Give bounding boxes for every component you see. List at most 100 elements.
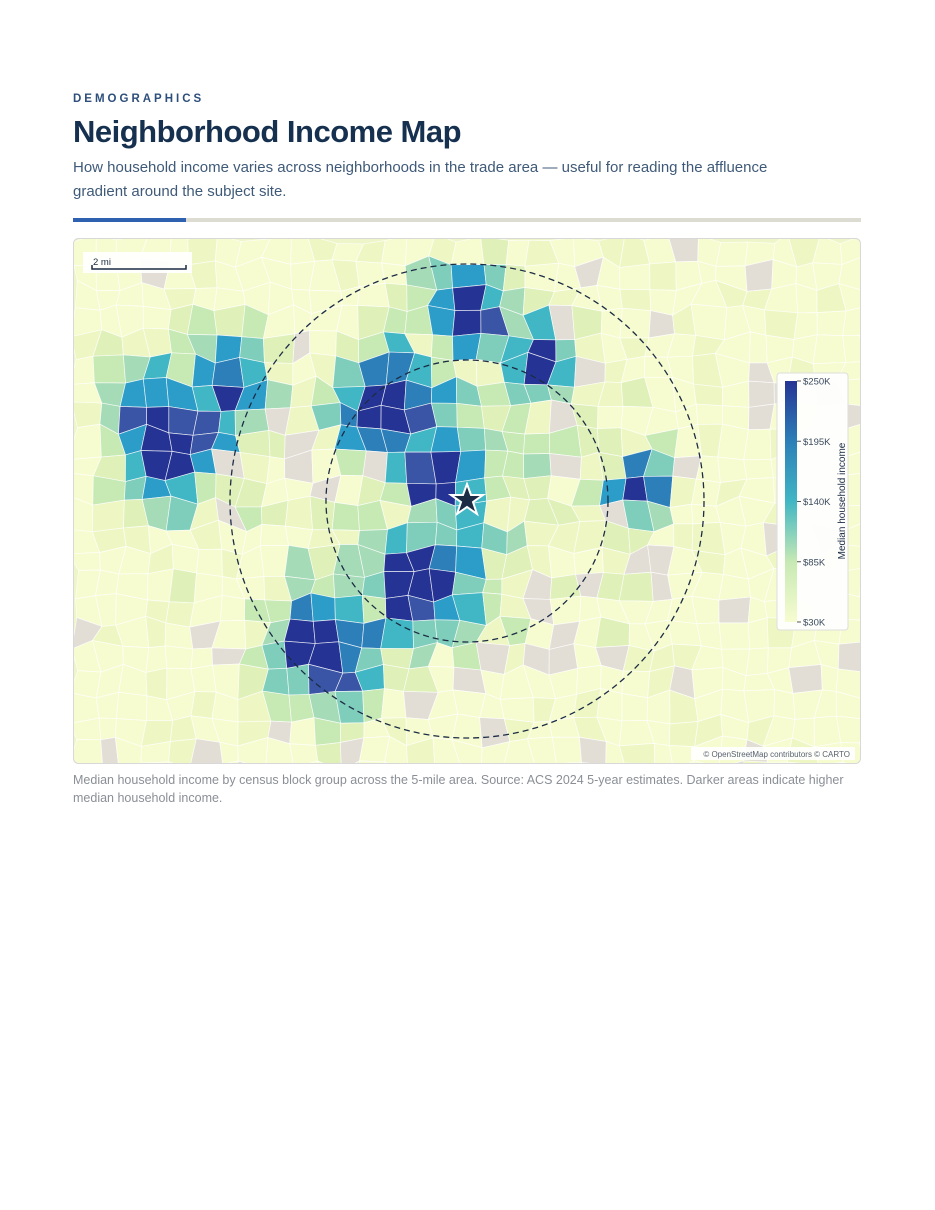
map-tile: [748, 380, 775, 408]
map-tile: [838, 257, 861, 291]
map-tile: [187, 238, 218, 266]
map-tile: [691, 478, 721, 507]
map-tile: [92, 354, 126, 384]
map-tile: [480, 741, 511, 764]
map-tile: [816, 310, 847, 336]
map-tile: [673, 523, 694, 551]
map-tile: [621, 693, 649, 722]
map-tile: [215, 760, 240, 764]
map-tile: [450, 238, 485, 266]
map-tile: [73, 423, 102, 461]
map-tile: [524, 262, 560, 292]
map-tile: [219, 741, 239, 764]
map-tile: [362, 688, 385, 724]
map-tile: [289, 743, 319, 764]
legend-tick-label: $250K: [803, 377, 831, 388]
legend-tick-label: $30K: [803, 618, 826, 629]
map-tile: [73, 552, 101, 571]
map-tile: [812, 334, 847, 365]
map-tile: [503, 738, 536, 764]
map-tile: [196, 548, 223, 577]
map-tile: [648, 310, 675, 339]
map-tile: [140, 761, 171, 764]
subtitle: How household income varies across neigh…: [73, 159, 768, 200]
map-tile: [598, 451, 627, 481]
map-tile: [835, 691, 861, 720]
map-tile: [667, 619, 702, 647]
map-tile: [596, 688, 623, 722]
map-tile: [668, 721, 699, 747]
map-tile: [168, 568, 197, 604]
map-tile: [73, 355, 95, 385]
map-tile: [430, 334, 454, 361]
map-tile: [73, 739, 103, 764]
map-tile: [334, 594, 365, 624]
map-tile: [357, 282, 390, 308]
map-tile: [145, 667, 168, 701]
map-tile: [284, 495, 314, 531]
map-tile: [551, 736, 582, 764]
map-tile: [842, 334, 861, 363]
map-tile: [455, 449, 487, 483]
map-tile: [142, 305, 172, 330]
map-tile: [331, 501, 360, 531]
map-tile: [835, 668, 861, 701]
map-tile: [359, 760, 387, 764]
choropleth: [73, 238, 861, 764]
map-tile: [286, 663, 310, 696]
map-tile: [450, 264, 487, 289]
map-tile: [695, 403, 723, 425]
map-tile: [259, 545, 290, 577]
map-tile: [527, 736, 557, 764]
map-tile: [788, 664, 823, 694]
map-tile: [837, 641, 861, 673]
map-tile: [618, 743, 656, 764]
map-tile: [309, 495, 336, 531]
map-tile: [669, 503, 694, 525]
map-tile: [237, 736, 269, 764]
divider: [73, 218, 861, 222]
map-tile: [142, 377, 170, 408]
map-tile: [499, 697, 535, 723]
legend-tick-label: $140K: [803, 497, 831, 508]
map-tile: [773, 689, 796, 720]
map-tile: [189, 738, 224, 764]
map-tile: [763, 761, 797, 764]
map-tile: [220, 595, 246, 622]
map-tile: [380, 617, 414, 649]
map-tile: [690, 303, 728, 341]
map-tile: [523, 432, 551, 455]
map-tile: [691, 522, 726, 556]
map-tile: [549, 453, 582, 480]
legend-title: Median household income: [837, 442, 848, 559]
map-tile: [262, 333, 296, 364]
map-tile: [718, 760, 745, 764]
map-tile: [621, 670, 651, 699]
map-tile: [523, 453, 552, 479]
map-tile: [190, 664, 217, 693]
map-tile: [480, 238, 510, 265]
map-tile: [451, 739, 483, 764]
map-tile: [718, 622, 751, 650]
map-tile: [549, 595, 582, 626]
map-tile: [693, 383, 723, 407]
map-tile: [649, 261, 677, 291]
map-tile: [717, 456, 748, 483]
map-tile: [100, 736, 120, 764]
subject-site: [447, 481, 487, 517]
map-tile: [309, 330, 337, 357]
map-tile: [597, 406, 624, 430]
map-tile: [384, 735, 409, 764]
map-tile: [98, 717, 117, 741]
map-tile: [579, 736, 607, 764]
map-tile: [452, 309, 482, 337]
map-tile: [456, 402, 485, 429]
map-tile: [259, 523, 290, 546]
map-tile: [310, 592, 336, 622]
map-tile: [312, 619, 340, 644]
map-tile: [456, 426, 487, 452]
ring-5mi: [229, 263, 705, 739]
map-tile: [597, 427, 623, 458]
map-tile: [622, 476, 648, 502]
